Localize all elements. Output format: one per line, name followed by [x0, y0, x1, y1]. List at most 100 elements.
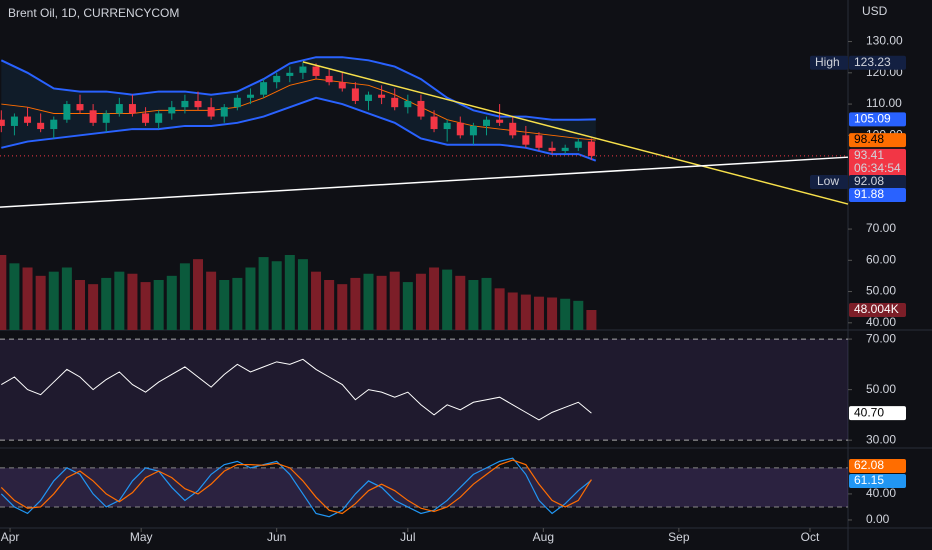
- candle-body: [194, 100, 202, 108]
- chart-title: Brent Oil, 1D, CURRENCYCOM: [8, 6, 179, 20]
- candle-body: [548, 147, 556, 151]
- candle-body: [181, 100, 189, 108]
- y-tick-label: 70.00: [866, 221, 896, 235]
- low-tag-bg: [849, 175, 906, 189]
- close-tag-bg: [849, 148, 906, 177]
- x-tick-label: Oct: [801, 530, 820, 544]
- stoch-tag: 61.15: [854, 473, 884, 487]
- y-tick-label: 50.00: [866, 284, 896, 298]
- x-tick-label: Sep: [668, 530, 690, 544]
- y-tick-label: 30.00: [866, 432, 896, 446]
- volume-bar: [560, 298, 571, 330]
- volume-bar: [337, 284, 348, 330]
- trendline: [0, 156, 849, 208]
- x-tick-label: May: [130, 530, 153, 544]
- candle-body: [338, 82, 346, 89]
- volume-bar: [481, 277, 492, 330]
- y-tick-label: 40.00: [866, 315, 896, 329]
- volume-bar: [429, 267, 440, 330]
- y-tick-label: 0.00: [866, 512, 890, 526]
- candle-body: [37, 122, 45, 130]
- volume-bar: [74, 280, 85, 330]
- high-label: High: [815, 55, 840, 69]
- volume-bar: [311, 271, 322, 330]
- volume-bar: [350, 277, 361, 330]
- candle-body: [587, 141, 595, 156]
- y-tick-label: 110.00: [866, 96, 902, 110]
- y-tick-label: 50.00: [866, 382, 896, 396]
- candle-body: [260, 82, 268, 95]
- volume-bar: [140, 282, 151, 330]
- candle-body: [443, 122, 451, 130]
- volume-bar: [389, 271, 400, 330]
- volume-bar: [520, 294, 531, 330]
- volume-bar: [88, 284, 99, 330]
- candle-body: [496, 119, 504, 123]
- volume-bar: [494, 288, 505, 330]
- volume-bar: [258, 257, 269, 330]
- volume-bar: [284, 255, 295, 330]
- x-tick-label: Apr: [1, 530, 20, 544]
- candle-body: [233, 97, 241, 108]
- volume-bar: [101, 277, 112, 330]
- stoch-line: [0, 459, 592, 515]
- candle-body: [24, 116, 32, 123]
- upper-tag-bg: [849, 112, 906, 127]
- lower-tag: 91.88: [854, 187, 884, 201]
- volume-tag: 48.004K: [854, 302, 899, 316]
- lower-tag-bg: [849, 188, 906, 202]
- candle-body: [574, 141, 582, 148]
- volume-bar: [468, 280, 479, 330]
- candle-body: [76, 104, 84, 111]
- candle-body: [483, 119, 491, 126]
- low-label: Low: [817, 174, 839, 188]
- trendline: [302, 61, 849, 205]
- band-lower: [1, 96, 597, 162]
- candle-body: [10, 116, 18, 126]
- candle-body: [89, 110, 97, 123]
- volume-bar: [573, 300, 584, 330]
- volume-bar: [48, 271, 59, 330]
- candle-body: [404, 100, 412, 108]
- candle-body: [430, 116, 438, 130]
- high-tag: 123.23: [854, 55, 891, 69]
- volume-bar: [547, 297, 558, 330]
- basis-tag-bg: [849, 133, 906, 148]
- countdown: 06:34:54: [854, 161, 901, 175]
- candle-body: [220, 107, 228, 117]
- candle-body: [102, 113, 110, 123]
- candle-body: [168, 107, 176, 114]
- volume-bar: [455, 275, 466, 330]
- basis-tag: 98.48: [854, 132, 884, 146]
- candle-body: [522, 135, 530, 145]
- rsi-tag: 40.70: [854, 405, 884, 419]
- volume-bar: [507, 292, 518, 330]
- x-tick-label: Jun: [267, 530, 286, 544]
- band-upper: [0, 56, 596, 121]
- x-tick-label: Aug: [533, 530, 554, 544]
- candle-body: [312, 66, 320, 76]
- volume-bar: [324, 280, 335, 330]
- stoch-tag: 62.08: [854, 458, 884, 472]
- volume-bar: [0, 255, 7, 330]
- candle-body: [115, 104, 123, 114]
- volume-bar: [35, 275, 46, 330]
- rsi-band: [0, 339, 848, 441]
- candle-body: [417, 100, 425, 117]
- volume-bar: [22, 267, 33, 330]
- volume-bar: [127, 273, 138, 330]
- upper-tag: 105.09: [854, 112, 891, 126]
- volume-bar: [376, 275, 387, 330]
- volume-bar: [415, 273, 426, 330]
- candle-body: [286, 72, 294, 76]
- candle-body: [50, 119, 58, 130]
- candle-body: [155, 113, 163, 123]
- candle-body: [325, 75, 333, 83]
- volume-bar: [179, 263, 190, 330]
- volume-tag-bg: [849, 303, 906, 317]
- stoch-line: [0, 457, 592, 518]
- y-tick-label: 70.00: [866, 331, 896, 345]
- high-tag-bg: [849, 55, 906, 70]
- candle-body: [469, 125, 477, 136]
